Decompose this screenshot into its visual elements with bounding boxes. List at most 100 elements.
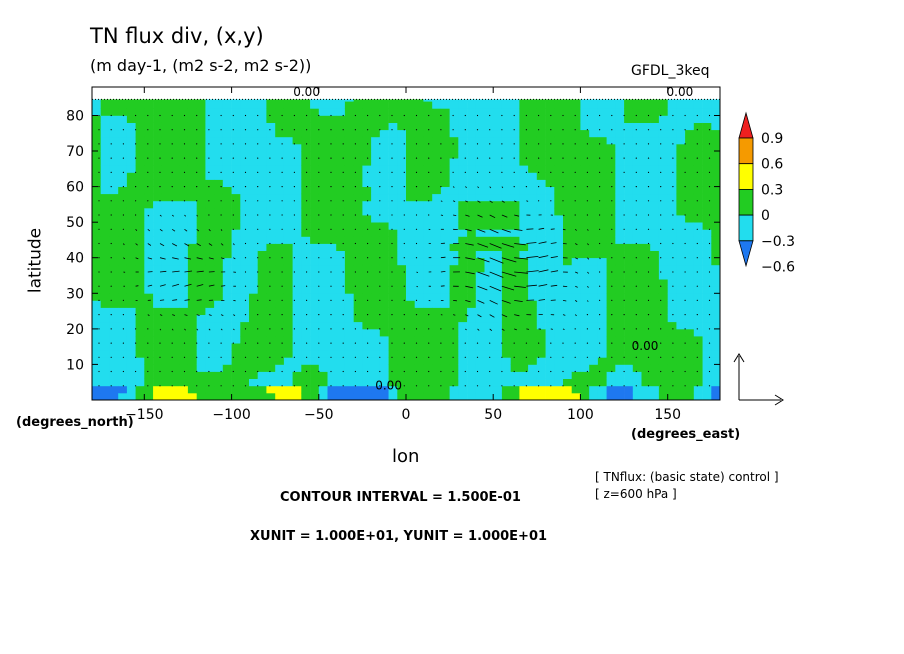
vector-arrow [367,328,369,330]
vector-arrow [635,285,637,287]
contour-cell [362,186,372,195]
contour-cell [693,108,703,116]
contour-cell [362,321,372,330]
vector-arrow [623,143,625,145]
contour-cell [493,158,503,166]
contour-cell [545,392,555,400]
contour-cell [318,321,328,330]
contour-cell [519,108,529,116]
vector-arrow [220,370,222,373]
contour-cell [397,165,407,173]
vector-arrow [672,242,674,245]
contour-cell [563,193,573,202]
contour-cell [196,300,206,308]
contour-cell [153,250,163,259]
contour-cell [283,336,293,344]
contour-cell [519,136,529,145]
vector-arrow [257,342,259,344]
vector-arrow [306,356,308,358]
contour-cell [632,207,642,216]
contour-cell [126,279,136,287]
contour-cell [371,151,381,159]
contour-cell [510,293,520,301]
contour-cell [685,193,695,202]
vector-arrow [184,270,193,273]
contour-cell [301,165,311,173]
vector-arrow [281,157,283,159]
vector-arrow [257,214,259,216]
vector-arrow [184,257,192,260]
contour-cell [554,250,564,259]
vector-arrow [183,200,186,202]
contour-cell [135,307,145,315]
contour-cell [283,293,293,301]
contour-cell [632,328,642,337]
contour-cell [344,143,354,152]
contour-cell [362,336,372,344]
vector-arrow [696,171,698,173]
contour-cell [196,392,206,400]
contour-cell [414,200,424,209]
contour-cell [231,392,241,400]
contour-cell [606,236,616,244]
contour-cell [580,371,590,379]
contour-cell [423,129,433,138]
contour-cell [406,378,416,387]
contour-cell [371,328,381,337]
contour-cell [161,165,171,173]
contour-cell [275,385,285,394]
vector-arrow [501,300,511,304]
vector-arrow [367,129,369,131]
contour-cell [458,151,468,159]
contour-cell [153,136,163,145]
contour-cell [371,115,381,123]
vector-arrow [526,242,537,244]
contour-cell [693,357,703,365]
contour-cell [563,207,573,216]
contour-cell [658,300,668,308]
contour-cell [214,158,224,166]
contour-cell [606,336,616,344]
contour-cell [170,200,180,209]
contour-cell [440,143,450,152]
contour-cell [536,350,546,358]
contour-cell [397,250,407,259]
vector-arrow [611,157,613,159]
vector-arrow [269,356,271,358]
contour-cell [536,243,546,251]
contour-cell [580,350,590,358]
contour-cell [632,136,642,145]
contour-cell [711,392,720,400]
contour-cell [589,300,599,308]
contour-cell [711,200,720,209]
contour-cell [536,151,546,159]
contour-cell [336,279,346,287]
contour-cell [231,186,241,195]
contour-cell [632,385,642,394]
contour-cell [249,151,259,159]
vector-arrow [611,356,613,358]
contour-cell [179,314,189,323]
contour-cell [344,108,354,116]
contour-cell [632,257,642,266]
contour-cell [275,143,285,152]
contour-cell [161,243,171,251]
contour-cell [597,115,607,123]
vector-arrow [257,385,259,387]
contour-cell [510,215,520,223]
contour-cell [536,357,546,365]
contour-cell [187,143,197,152]
contour-cell [266,250,276,259]
contour-cell [196,350,206,358]
contour-cell [423,286,433,294]
contour-cell [406,257,416,266]
contour-cell [711,286,720,294]
contour-cell [554,122,564,131]
contour-cell [379,129,389,138]
contour-cell [545,172,555,180]
contour-cell [205,136,215,145]
vector-arrow [208,171,210,173]
contour-cell [344,378,354,387]
contour-cell [240,129,250,138]
contour-cell [371,236,381,244]
